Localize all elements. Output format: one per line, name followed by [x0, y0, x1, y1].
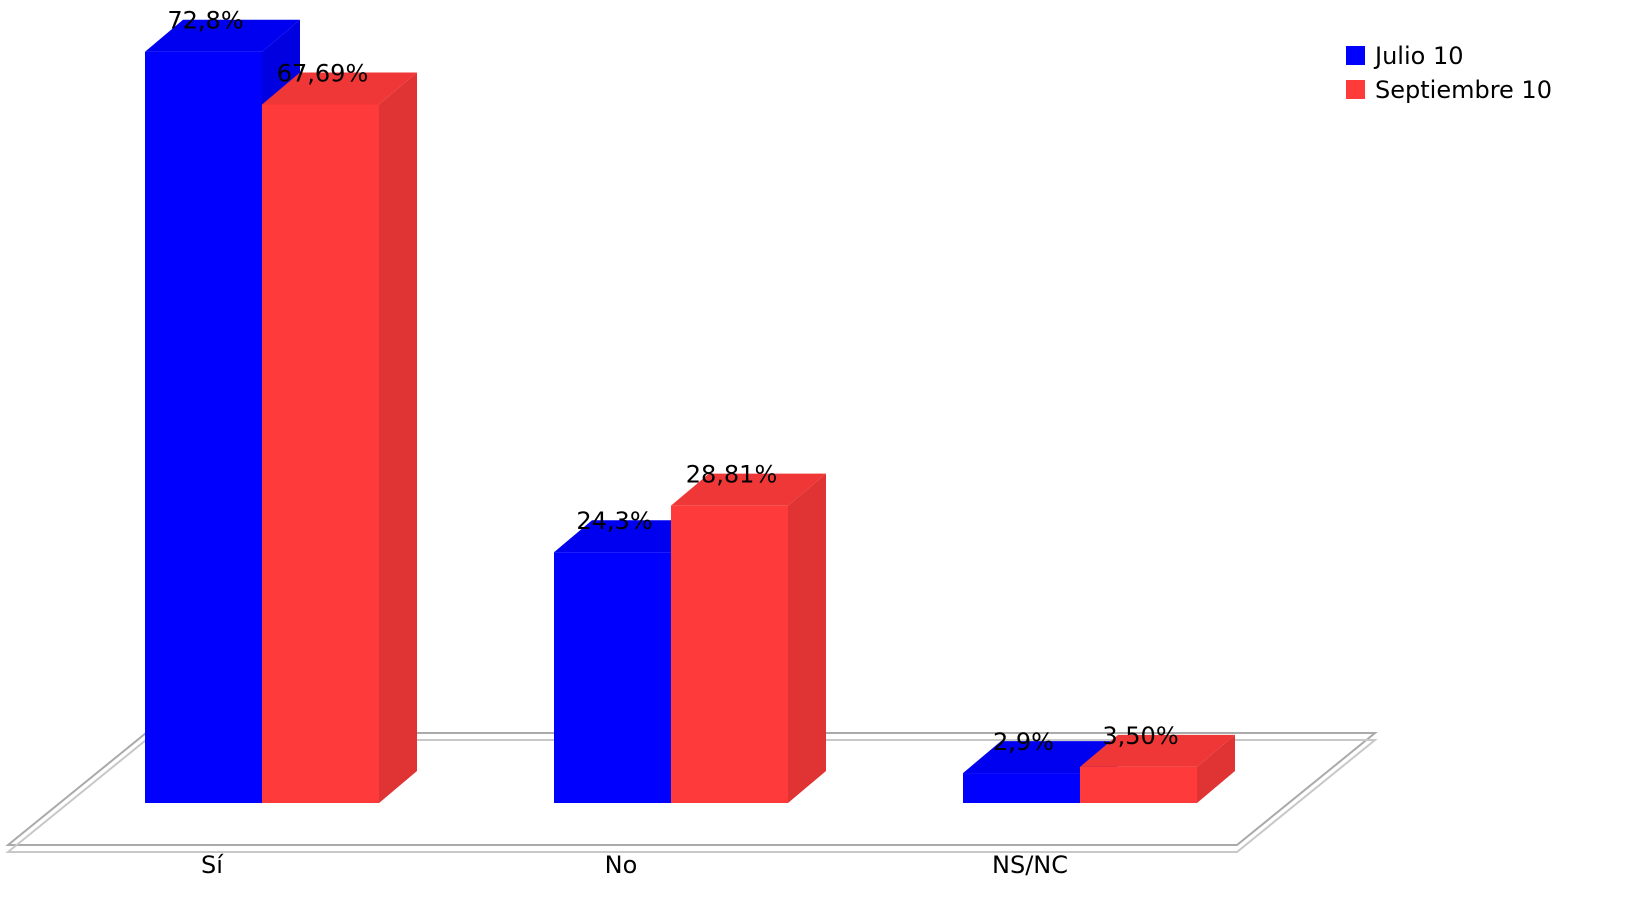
legend-swatch: [1346, 80, 1365, 99]
x-tick-label: No: [605, 851, 638, 879]
x-tick-label: Sí: [201, 851, 224, 879]
floor: [5, 732, 1378, 853]
bar-top: [145, 19, 300, 52]
bar-side: [788, 473, 826, 803]
value-label: 67,69%: [277, 59, 369, 87]
bar: [1080, 766, 1197, 803]
value-label: 28,81%: [686, 461, 778, 489]
legend-label: Julio 10: [1373, 42, 1463, 70]
legend-label: Septiembre 10: [1375, 76, 1552, 104]
bar: [554, 552, 671, 803]
value-label: 3,50%: [1102, 722, 1178, 750]
x-tick-label: NS/NC: [992, 851, 1068, 879]
legend-swatch: [1346, 46, 1365, 65]
bar: [671, 505, 788, 803]
bar-top: [554, 520, 709, 553]
bar-side: [379, 72, 417, 803]
bar-top: [1080, 734, 1235, 767]
value-label: 72,8%: [167, 7, 243, 35]
bar-top: [963, 741, 1118, 774]
bar: [145, 51, 262, 804]
bar: [963, 773, 1080, 803]
bar-top: [671, 473, 826, 506]
bar-side: [1197, 734, 1235, 803]
bar: [262, 104, 379, 803]
value-label: 2,9%: [993, 728, 1054, 756]
bar-top: [262, 72, 417, 105]
value-label: 24,3%: [576, 507, 652, 535]
